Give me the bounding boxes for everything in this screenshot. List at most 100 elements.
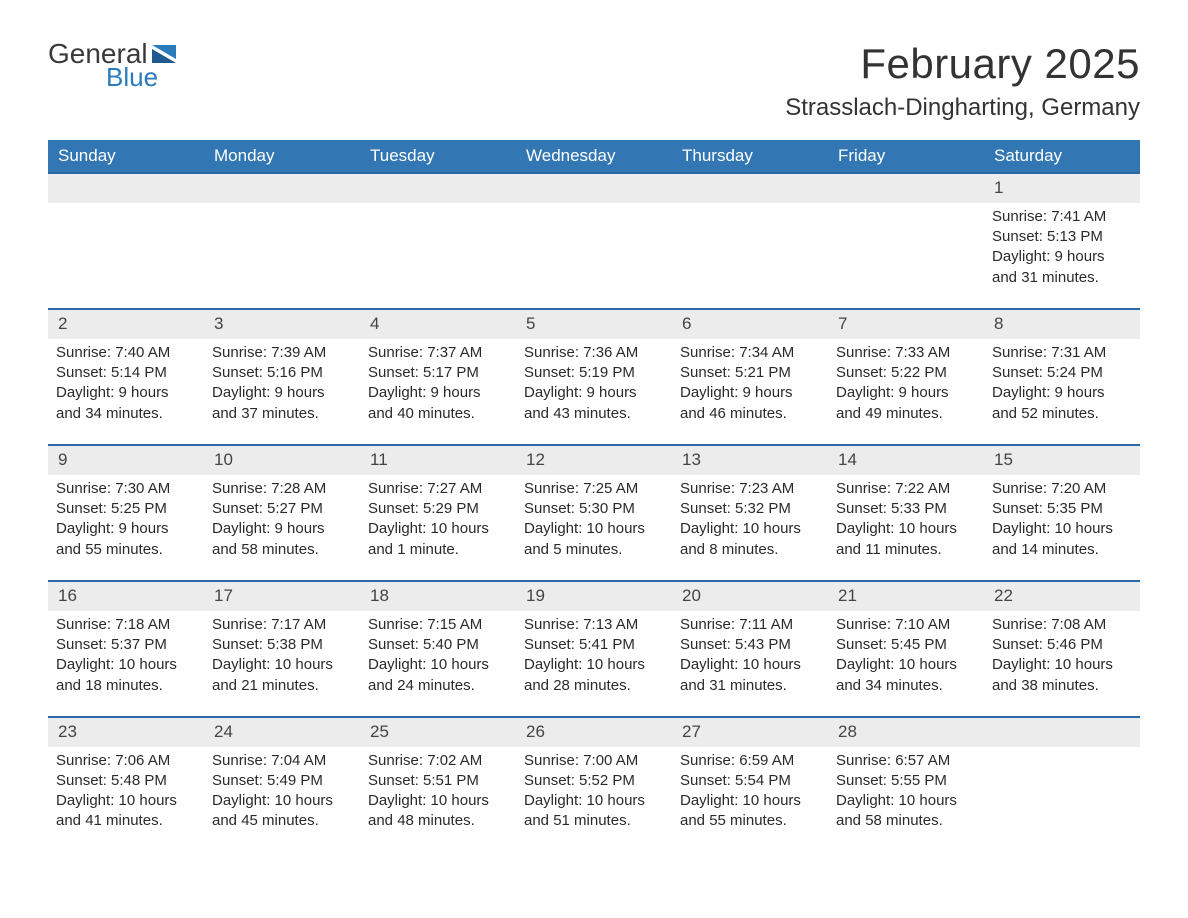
daylight-text: Daylight: 10 hours and 48 minutes. (368, 791, 508, 832)
day-details-row: Sunrise: 7:40 AMSunset: 5:14 PMDaylight:… (48, 339, 1140, 445)
day-number: 9 (48, 445, 204, 475)
sunset-text: Sunset: 5:29 PM (368, 499, 508, 519)
day-cell: Sunrise: 7:37 AMSunset: 5:17 PMDaylight:… (360, 339, 516, 445)
sunrise-text: Sunrise: 7:08 AM (992, 615, 1132, 635)
sunrise-text: Sunrise: 7:06 AM (56, 751, 196, 771)
day-number-row: 16171819202122 (48, 581, 1140, 611)
sunrise-text: Sunrise: 7:04 AM (212, 751, 352, 771)
day-number-row: 9101112131415 (48, 445, 1140, 475)
sunrise-text: Sunrise: 7:31 AM (992, 343, 1132, 363)
sunset-text: Sunset: 5:35 PM (992, 499, 1132, 519)
sunrise-text: Sunrise: 7:30 AM (56, 479, 196, 499)
sunrise-text: Sunrise: 7:13 AM (524, 615, 664, 635)
daylight-text: Daylight: 9 hours and 34 minutes. (56, 383, 196, 424)
weekday-header: Monday (204, 140, 360, 173)
daylight-text: Daylight: 9 hours and 58 minutes. (212, 519, 352, 560)
sunrise-text: Sunrise: 7:33 AM (836, 343, 976, 363)
daylight-text: Daylight: 10 hours and 51 minutes. (524, 791, 664, 832)
sunrise-text: Sunrise: 7:27 AM (368, 479, 508, 499)
daylight-text: Daylight: 10 hours and 34 minutes. (836, 655, 976, 696)
sunrise-text: Sunrise: 7:23 AM (680, 479, 820, 499)
sunset-text: Sunset: 5:13 PM (992, 227, 1132, 247)
day-number: 17 (204, 581, 360, 611)
sunrise-text: Sunrise: 7:10 AM (836, 615, 976, 635)
day-number: 19 (516, 581, 672, 611)
day-cell: Sunrise: 6:57 AMSunset: 5:55 PMDaylight:… (828, 747, 984, 852)
sunrise-text: Sunrise: 7:41 AM (992, 207, 1132, 227)
daylight-text: Daylight: 9 hours and 46 minutes. (680, 383, 820, 424)
daylight-text: Daylight: 10 hours and 38 minutes. (992, 655, 1132, 696)
day-cell: Sunrise: 7:15 AMSunset: 5:40 PMDaylight:… (360, 611, 516, 717)
day-cell: Sunrise: 7:20 AMSunset: 5:35 PMDaylight:… (984, 475, 1140, 581)
day-number: 27 (672, 717, 828, 747)
day-number-row: 232425262728 (48, 717, 1140, 747)
day-cell: Sunrise: 7:28 AMSunset: 5:27 PMDaylight:… (204, 475, 360, 581)
day-number: 24 (204, 717, 360, 747)
day-cell: Sunrise: 7:33 AMSunset: 5:22 PMDaylight:… (828, 339, 984, 445)
sunrise-text: Sunrise: 7:02 AM (368, 751, 508, 771)
daylight-text: Daylight: 10 hours and 18 minutes. (56, 655, 196, 696)
day-cell: Sunrise: 7:04 AMSunset: 5:49 PMDaylight:… (204, 747, 360, 852)
day-cell: Sunrise: 7:30 AMSunset: 5:25 PMDaylight:… (48, 475, 204, 581)
day-cell: Sunrise: 7:08 AMSunset: 5:46 PMDaylight:… (984, 611, 1140, 717)
daylight-text: Daylight: 10 hours and 28 minutes. (524, 655, 664, 696)
sunset-text: Sunset: 5:33 PM (836, 499, 976, 519)
day-cell: Sunrise: 7:23 AMSunset: 5:32 PMDaylight:… (672, 475, 828, 581)
empty-day-number (48, 173, 204, 203)
day-number: 26 (516, 717, 672, 747)
day-number: 15 (984, 445, 1140, 475)
sunset-text: Sunset: 5:27 PM (212, 499, 352, 519)
day-cell: Sunrise: 7:10 AMSunset: 5:45 PMDaylight:… (828, 611, 984, 717)
empty-day-number (516, 173, 672, 203)
day-cell: Sunrise: 7:25 AMSunset: 5:30 PMDaylight:… (516, 475, 672, 581)
day-cell: Sunrise: 7:27 AMSunset: 5:29 PMDaylight:… (360, 475, 516, 581)
daylight-text: Daylight: 10 hours and 1 minute. (368, 519, 508, 560)
weekday-header: Thursday (672, 140, 828, 173)
day-cell: Sunrise: 7:02 AMSunset: 5:51 PMDaylight:… (360, 747, 516, 852)
sunset-text: Sunset: 5:38 PM (212, 635, 352, 655)
sunrise-text: Sunrise: 7:00 AM (524, 751, 664, 771)
weekday-header: Sunday (48, 140, 204, 173)
logo-blue-text: Blue (106, 64, 176, 90)
sunset-text: Sunset: 5:37 PM (56, 635, 196, 655)
daylight-text: Daylight: 9 hours and 52 minutes. (992, 383, 1132, 424)
daylight-text: Daylight: 9 hours and 37 minutes. (212, 383, 352, 424)
daylight-text: Daylight: 9 hours and 49 minutes. (836, 383, 976, 424)
day-number: 8 (984, 309, 1140, 339)
daylight-text: Daylight: 10 hours and 41 minutes. (56, 791, 196, 832)
day-cell: Sunrise: 7:13 AMSunset: 5:41 PMDaylight:… (516, 611, 672, 717)
day-number: 11 (360, 445, 516, 475)
empty-day-cell (204, 203, 360, 309)
sunset-text: Sunset: 5:45 PM (836, 635, 976, 655)
sunrise-text: Sunrise: 7:36 AM (524, 343, 664, 363)
day-number: 13 (672, 445, 828, 475)
sunset-text: Sunset: 5:16 PM (212, 363, 352, 383)
empty-day-number (672, 173, 828, 203)
day-number-row: 2345678 (48, 309, 1140, 339)
weekday-header: Saturday (984, 140, 1140, 173)
daylight-text: Daylight: 10 hours and 8 minutes. (680, 519, 820, 560)
daylight-text: Daylight: 10 hours and 24 minutes. (368, 655, 508, 696)
day-cell: Sunrise: 7:41 AMSunset: 5:13 PMDaylight:… (984, 203, 1140, 309)
sunrise-text: Sunrise: 7:34 AM (680, 343, 820, 363)
sunset-text: Sunset: 5:54 PM (680, 771, 820, 791)
daylight-text: Daylight: 10 hours and 14 minutes. (992, 519, 1132, 560)
weekday-header: Wednesday (516, 140, 672, 173)
day-number: 21 (828, 581, 984, 611)
day-cell: Sunrise: 7:22 AMSunset: 5:33 PMDaylight:… (828, 475, 984, 581)
daylight-text: Daylight: 10 hours and 21 minutes. (212, 655, 352, 696)
daylight-text: Daylight: 9 hours and 40 minutes. (368, 383, 508, 424)
day-number: 18 (360, 581, 516, 611)
weekday-header-row: SundayMondayTuesdayWednesdayThursdayFrid… (48, 140, 1140, 173)
day-details-row: Sunrise: 7:30 AMSunset: 5:25 PMDaylight:… (48, 475, 1140, 581)
day-number: 7 (828, 309, 984, 339)
daylight-text: Daylight: 10 hours and 55 minutes. (680, 791, 820, 832)
sunset-text: Sunset: 5:48 PM (56, 771, 196, 791)
sunset-text: Sunset: 5:14 PM (56, 363, 196, 383)
sunrise-text: Sunrise: 7:28 AM (212, 479, 352, 499)
day-details-row: Sunrise: 7:41 AMSunset: 5:13 PMDaylight:… (48, 203, 1140, 309)
sunset-text: Sunset: 5:30 PM (524, 499, 664, 519)
day-number: 1 (984, 173, 1140, 203)
day-cell: Sunrise: 7:00 AMSunset: 5:52 PMDaylight:… (516, 747, 672, 852)
day-number: 4 (360, 309, 516, 339)
